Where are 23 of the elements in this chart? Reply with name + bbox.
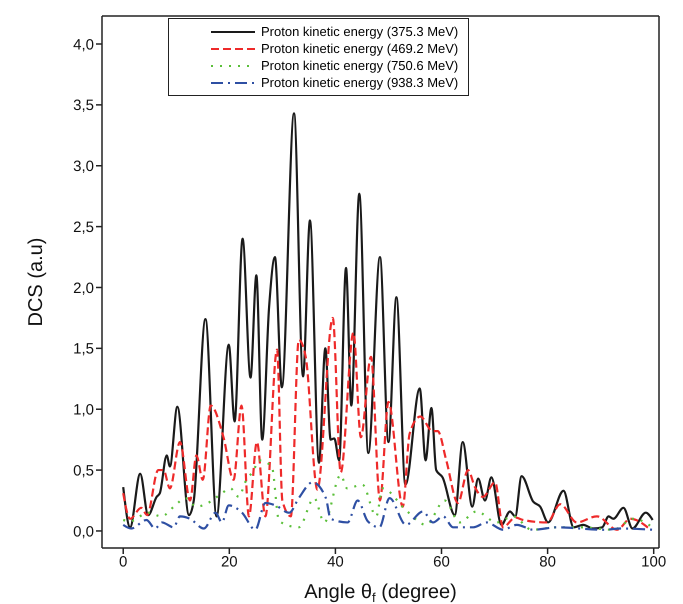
y-tick-label: 3,5 (73, 97, 94, 114)
y-tick-label: 1,0 (73, 402, 94, 419)
x-tick-label: 100 (641, 554, 666, 571)
y-tick-label: 0,5 (73, 462, 94, 480)
y-axis-title: DCS (a.u) (25, 238, 47, 326)
x-tick-label: 40 (327, 554, 344, 571)
y-tick-label: 3,0 (73, 158, 94, 176)
legend-label: Proton kinetic energy (750.6 MeV) (261, 58, 458, 73)
legend-label: Proton kinetic energy (469.2 MeV) (261, 41, 458, 56)
x-axis-title: Angle θ$_{f}$ (degree) (304, 581, 457, 604)
y-tick-label: 0,0 (73, 523, 94, 540)
legend-label: Proton kinetic energy (938.3 MeV) (261, 75, 458, 90)
y-tick-label: 2,0 (73, 280, 94, 297)
x-tick-label: 20 (220, 554, 238, 571)
x-tick-label: 0 (119, 554, 128, 571)
y-tick-label: 4,0 (73, 36, 94, 54)
line-series (122, 481, 654, 531)
line-series (122, 112, 654, 530)
legend-label: Proton kinetic energy (375.3 MeV) (261, 24, 458, 39)
y-tick-label: 2,5 (73, 218, 94, 236)
x-tick-label: 60 (433, 554, 450, 571)
x-tick-label: 80 (539, 554, 556, 571)
y-tick-label: 1,5 (73, 340, 94, 358)
